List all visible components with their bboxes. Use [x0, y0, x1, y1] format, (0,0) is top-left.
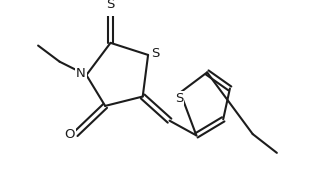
Text: S: S: [175, 92, 183, 105]
Text: S: S: [106, 0, 115, 11]
Text: O: O: [65, 128, 75, 141]
Text: N: N: [76, 67, 86, 80]
Text: S: S: [151, 47, 160, 60]
